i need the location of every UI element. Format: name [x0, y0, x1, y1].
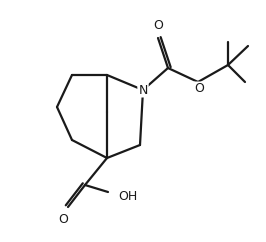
Text: O: O	[58, 213, 68, 226]
Text: OH: OH	[118, 190, 137, 204]
Text: O: O	[194, 83, 204, 96]
Text: N: N	[138, 83, 148, 97]
Text: O: O	[153, 19, 163, 32]
